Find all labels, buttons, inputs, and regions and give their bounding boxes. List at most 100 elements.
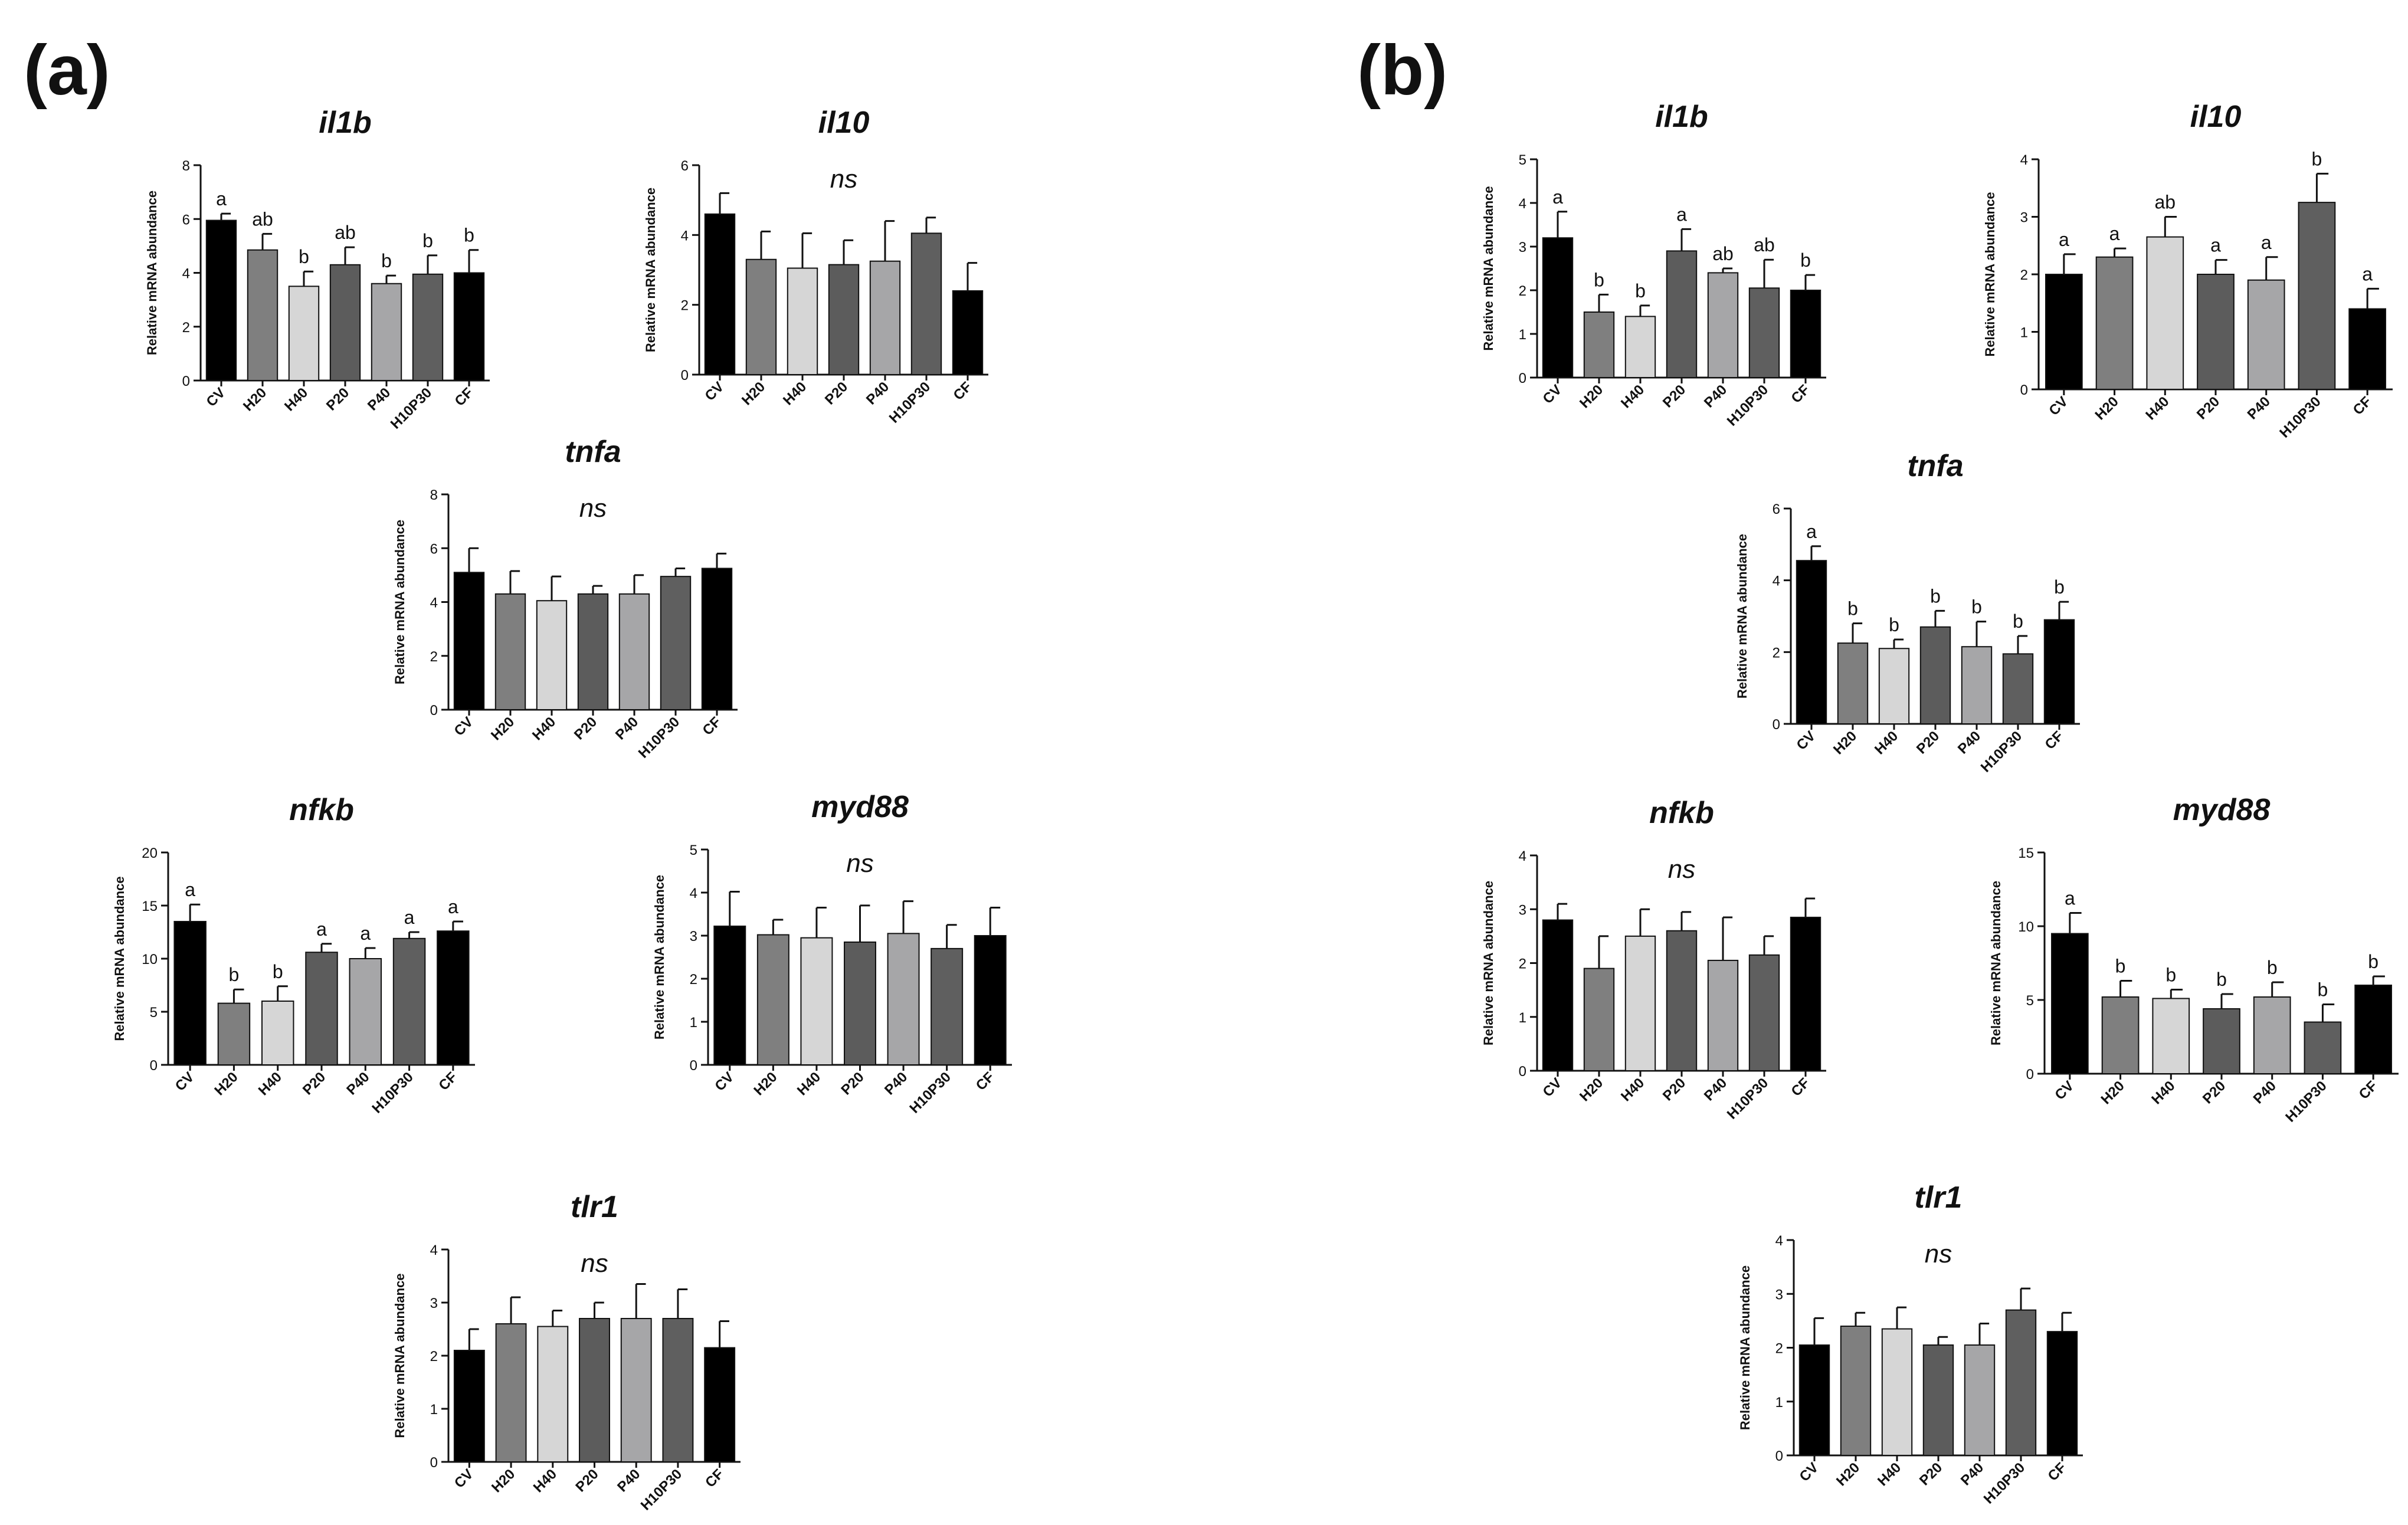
significance-letter: a bbox=[448, 896, 458, 917]
x-tick-label: H20 bbox=[1577, 1075, 1606, 1104]
chart-a-nfkb: nfkb Relative mRNA abundance 0 5 10 15 20 a CV b H… bbox=[112, 793, 475, 1117]
x-tick-label: CV bbox=[451, 714, 477, 739]
y-axis-label: Relative mRNA abundance bbox=[392, 1273, 407, 1438]
significance-letter: ab bbox=[252, 208, 273, 229]
significance-letter: ab bbox=[2154, 192, 2176, 213]
y-tick-label: 1 bbox=[430, 1402, 438, 1418]
bar-H20 bbox=[1840, 1326, 1872, 1456]
bar-P20 bbox=[828, 264, 860, 375]
y-tick-label: 4 bbox=[430, 595, 438, 611]
bar-CF bbox=[1790, 290, 1821, 378]
y-tick-label: 8 bbox=[430, 487, 438, 503]
significance-letter: b bbox=[299, 246, 309, 267]
x-tick-label: P20 bbox=[323, 385, 352, 414]
significance-letter: b bbox=[381, 250, 392, 271]
significance-letter: b bbox=[1594, 269, 1604, 290]
x-tick-label: CV bbox=[2046, 393, 2071, 419]
x-tick-label: P20 bbox=[1660, 1075, 1689, 1104]
y-axis-label: Relative mRNA abundance bbox=[1983, 192, 1997, 356]
bar-H20 bbox=[2095, 256, 2134, 390]
significance-letter: a bbox=[404, 907, 415, 928]
bar-CV bbox=[704, 213, 736, 375]
x-tick-label: P40 bbox=[2245, 393, 2273, 422]
bar-P40 bbox=[1707, 959, 1739, 1071]
x-tick-label: H10P30 bbox=[369, 1069, 416, 1116]
x-tick-label: P40 bbox=[882, 1069, 910, 1098]
bar-CV bbox=[713, 925, 746, 1065]
x-tick-label: P20 bbox=[571, 714, 600, 743]
x-tick-label: CV bbox=[451, 1466, 477, 1491]
bar-CF bbox=[701, 568, 733, 710]
bar-P20 bbox=[1666, 250, 1698, 378]
y-tick-label: 4 bbox=[2020, 152, 2028, 168]
x-tick-label: CF bbox=[702, 1466, 727, 1491]
y-tick-label: 4 bbox=[182, 266, 190, 282]
y-tick-label: 2 bbox=[1519, 956, 1526, 972]
bar-H10P30 bbox=[412, 273, 444, 381]
x-tick-label: H40 bbox=[1872, 728, 1901, 757]
bar-P40 bbox=[887, 933, 920, 1065]
significance-letter: b bbox=[464, 225, 474, 246]
bar-H10P30 bbox=[660, 576, 692, 710]
bar-CF bbox=[952, 290, 984, 375]
bar-CF bbox=[974, 935, 1007, 1065]
y-axis-label: Relative mRNA abundance bbox=[145, 191, 159, 355]
y-tick-label: 10 bbox=[2018, 919, 2034, 935]
significance-letter: b bbox=[2318, 979, 2328, 1001]
bar-P40 bbox=[1707, 272, 1739, 378]
x-tick-label: H10P30 bbox=[2276, 393, 2324, 441]
bar-CV bbox=[205, 219, 237, 381]
x-tick-label: P40 bbox=[1701, 1075, 1730, 1104]
ns-annotation: ns bbox=[830, 165, 857, 194]
significance-letter: b bbox=[2013, 611, 2023, 632]
y-tick-label: 0 bbox=[681, 368, 689, 383]
x-tick-label: H40 bbox=[1618, 1075, 1647, 1104]
y-tick-label: 0 bbox=[1519, 1064, 1526, 1080]
chart-a-tnfa: tnfa Relative mRNA abundance 0 2 4 6 8 CV H20 H40… bbox=[392, 435, 738, 762]
bar-CV bbox=[1542, 237, 1574, 379]
x-tick-label: H20 bbox=[1577, 382, 1606, 411]
x-tick-label: P40 bbox=[612, 714, 641, 743]
bar-H10P30 bbox=[931, 947, 964, 1066]
bar-H20 bbox=[495, 1323, 527, 1462]
ns-annotation: ns bbox=[1925, 1239, 1952, 1268]
x-tick-label: H40 bbox=[794, 1069, 824, 1098]
bar-P40 bbox=[620, 1318, 652, 1462]
significance-letter: b bbox=[1635, 280, 1646, 301]
x-tick-label: P40 bbox=[614, 1466, 643, 1495]
chart-a-il1b: il1b Relative mRNA abundance 0 2 4 6 8 a CV ab H20… bbox=[145, 106, 490, 432]
x-tick-label: P20 bbox=[2200, 1078, 2229, 1107]
ns-annotation: ns bbox=[1668, 855, 1695, 884]
x-tick-label: H10P30 bbox=[1724, 382, 1771, 429]
bar-H20 bbox=[1583, 968, 1615, 1071]
y-tick-label: 4 bbox=[681, 228, 689, 244]
y-tick-label: 5 bbox=[150, 1005, 158, 1021]
bar-H20 bbox=[2101, 996, 2140, 1074]
bar-CF bbox=[453, 272, 485, 381]
bar-H40 bbox=[288, 286, 320, 381]
chart-title: nfkb bbox=[289, 793, 354, 827]
chart-b-il10: il10 Relative mRNA abundance 0 1 2 3 4 a CV a H20 a… bbox=[1983, 100, 2393, 441]
y-tick-label: 3 bbox=[2020, 210, 2028, 226]
bar-H20 bbox=[217, 1002, 251, 1065]
y-axis-label: Relative mRNA abundance bbox=[1735, 534, 1750, 698]
chart-a-il10: il10 Relative mRNA abundance 0 2 4 6 CV H20 H40 P… bbox=[643, 106, 988, 427]
y-axis-label: Relative mRNA abundance bbox=[1481, 881, 1496, 1045]
y-tick-label: 2 bbox=[2020, 267, 2028, 283]
significance-letter: b bbox=[1971, 596, 1982, 618]
ns-annotation: ns bbox=[846, 849, 873, 878]
significance-letter: a bbox=[360, 923, 371, 944]
bar-H40 bbox=[1881, 1328, 1913, 1456]
significance-letter: a bbox=[2109, 223, 2120, 244]
x-tick-label: P20 bbox=[1914, 728, 1942, 757]
y-tick-label: 1 bbox=[1519, 327, 1526, 343]
x-tick-label: H10P30 bbox=[388, 385, 435, 432]
x-tick-label: P20 bbox=[822, 379, 851, 408]
x-tick-label: P40 bbox=[1955, 728, 1984, 757]
y-axis-label: Relative mRNA abundance bbox=[1988, 881, 2003, 1045]
y-axis-label: Relative mRNA abundance bbox=[1481, 186, 1496, 350]
bar-H10P30 bbox=[910, 232, 942, 375]
y-tick-label: 15 bbox=[142, 898, 158, 914]
bar-P40 bbox=[349, 958, 382, 1065]
